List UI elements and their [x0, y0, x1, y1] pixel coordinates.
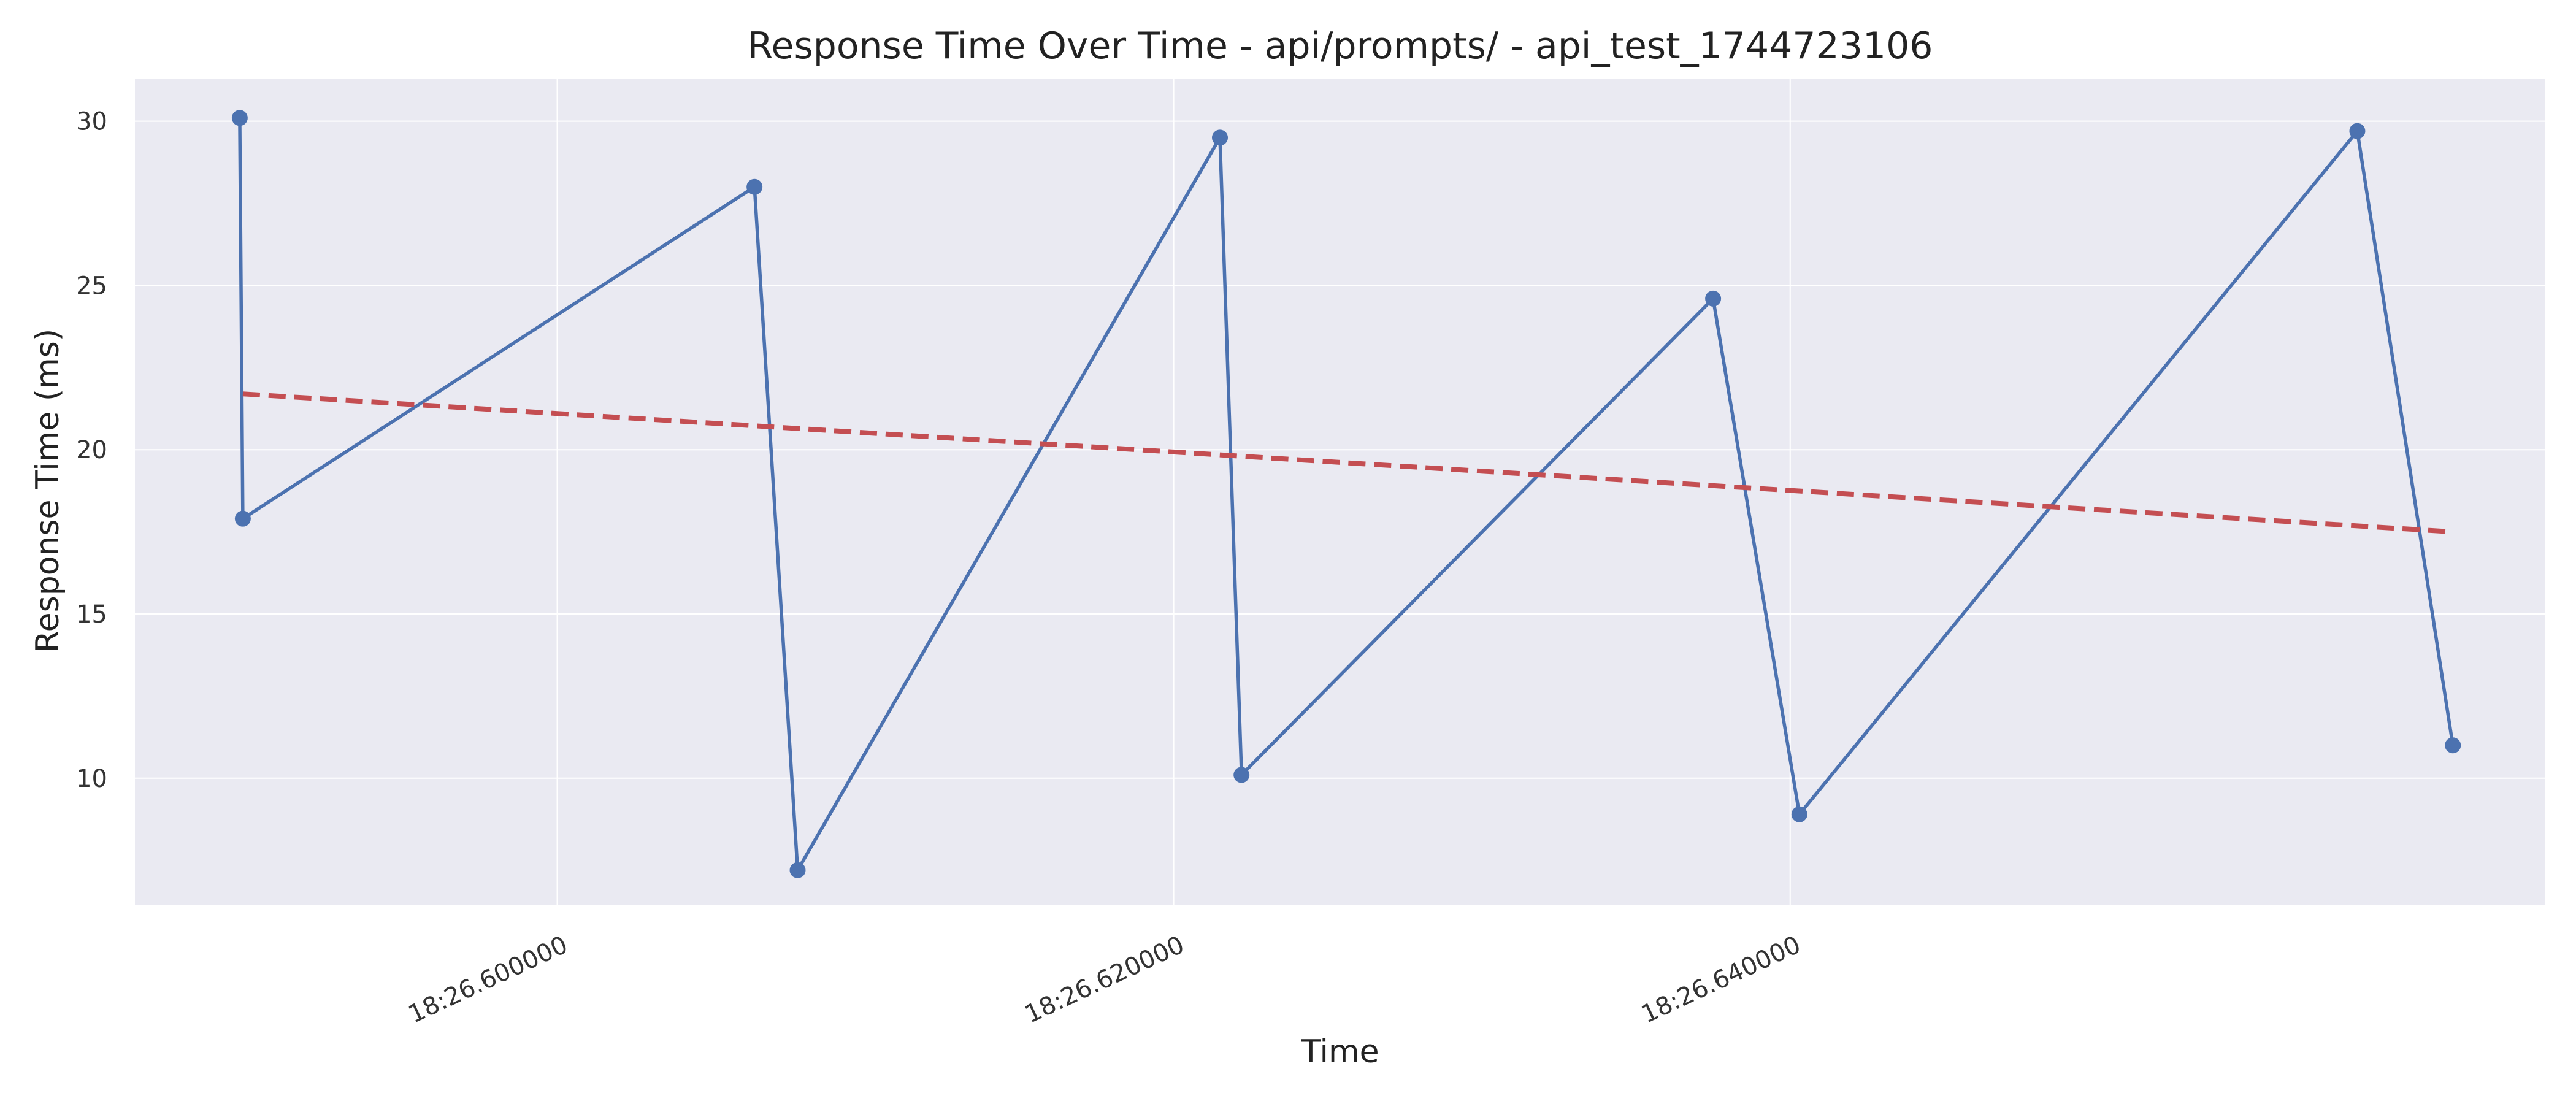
- trend-line: [242, 391, 2453, 535]
- plot-area: [135, 79, 2545, 905]
- x-axis-label: Time: [1300, 1033, 1379, 1070]
- y-tick-label-1: 15: [76, 600, 107, 629]
- y-tick-label-0: 10: [76, 765, 107, 793]
- data-point-5: [1233, 767, 1250, 783]
- grid: [135, 79, 2545, 905]
- series-layer: [231, 110, 2461, 878]
- data-point-4: [1212, 129, 1229, 146]
- data-point-8: [2349, 123, 2366, 139]
- data-point-0: [231, 110, 248, 126]
- data-point-6: [1705, 290, 1722, 307]
- data-point-7: [1791, 806, 1807, 822]
- y-tick-label-4: 30: [76, 108, 107, 136]
- y-axis-label: Response Time (ms): [29, 329, 66, 653]
- y-tick-label-3: 25: [76, 272, 107, 300]
- y-tick-label-2: 20: [76, 436, 107, 464]
- data-point-2: [746, 178, 763, 195]
- y-axis-ticks: 10 15 20 25 30: [76, 108, 107, 793]
- data-point-3: [789, 862, 806, 878]
- data-point-9: [2445, 737, 2461, 754]
- chart-title: Response Time Over Time - api/prompts/ -…: [748, 25, 1933, 67]
- data-point-1: [234, 510, 251, 527]
